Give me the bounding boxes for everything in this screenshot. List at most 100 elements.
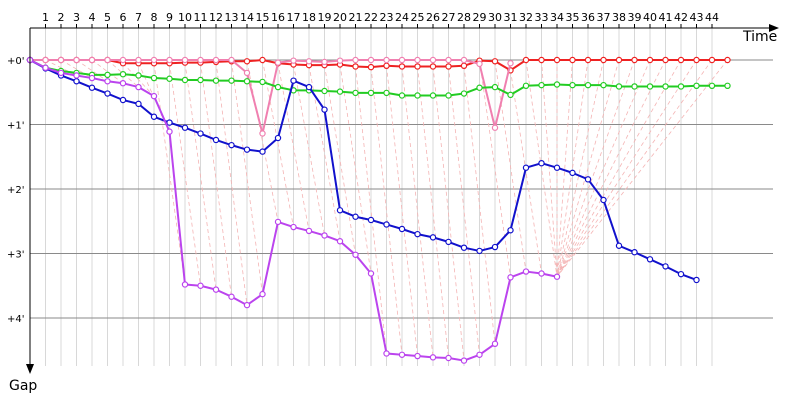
data-point <box>646 83 654 90</box>
data-point <box>631 249 638 256</box>
data-point <box>708 56 716 64</box>
data-point <box>600 56 607 64</box>
data-point <box>569 81 576 89</box>
data-point <box>662 83 669 90</box>
x-tick-label: 33 <box>535 11 549 24</box>
series-line <box>30 59 728 72</box>
data-point <box>274 59 282 66</box>
guide-line <box>541 59 558 277</box>
x-tick-label: 32 <box>519 11 533 24</box>
data-point <box>321 58 328 66</box>
data-point <box>166 56 173 64</box>
data-point <box>305 227 313 235</box>
guide-line <box>246 61 279 222</box>
data-point <box>662 263 669 270</box>
x-tick-label: 9 <box>166 11 173 24</box>
data-point <box>677 83 685 90</box>
data-point <box>166 75 173 82</box>
data-point <box>212 286 220 293</box>
y-tick-label: +4' <box>7 314 25 325</box>
data-point <box>553 81 561 88</box>
data-point <box>228 141 235 149</box>
data-point <box>290 77 297 84</box>
x-tick-label: 43 <box>690 11 704 24</box>
x-tick-label: 27 <box>442 11 456 24</box>
x-axis-title: Time <box>742 29 777 45</box>
data-point <box>290 57 297 64</box>
axes <box>26 24 779 374</box>
guide-line <box>122 62 155 97</box>
guide-line <box>448 66 480 355</box>
guide-line <box>556 59 713 277</box>
guide-line <box>510 70 542 274</box>
x-tick-label: 2 <box>58 11 65 24</box>
data-point <box>584 56 592 64</box>
data-point <box>42 56 49 64</box>
data-point <box>538 270 545 277</box>
data-point <box>460 56 468 64</box>
data-point <box>367 56 375 64</box>
data-point <box>383 56 390 64</box>
data-point <box>445 56 452 64</box>
guide-line <box>200 62 232 297</box>
data-point <box>181 76 189 84</box>
x-tick-label: 14 <box>240 11 254 24</box>
x-tick-label: 42 <box>674 11 688 24</box>
data-point <box>429 234 437 241</box>
x-tick-label: 1 <box>42 11 49 24</box>
data-point <box>491 83 499 91</box>
data-point <box>336 207 344 214</box>
data-point <box>600 196 607 204</box>
data-point <box>708 82 716 90</box>
data-point <box>615 56 623 64</box>
data-point <box>507 91 514 99</box>
data-point <box>305 83 313 91</box>
x-tick-label: 30 <box>488 11 502 24</box>
guide-line <box>355 66 387 354</box>
x-tick-label: 21 <box>349 11 363 24</box>
data-point <box>336 238 344 245</box>
data-point <box>383 221 390 228</box>
data-point <box>445 238 452 246</box>
guide-line <box>215 61 248 306</box>
x-tick-label: 10 <box>178 11 192 24</box>
data-point <box>398 63 406 70</box>
data-point <box>569 56 576 64</box>
data-point <box>615 242 623 249</box>
x-tick-label: 5 <box>104 11 111 24</box>
series-line <box>30 59 512 135</box>
data-point <box>414 92 421 99</box>
data-point <box>259 130 266 137</box>
data-point <box>212 77 220 84</box>
x-tick-label: 35 <box>566 11 580 24</box>
data-point <box>584 176 592 183</box>
data-point <box>367 89 375 97</box>
data-point <box>352 213 359 220</box>
guide-line <box>556 59 651 277</box>
data-point <box>631 56 638 64</box>
data-point <box>57 69 65 77</box>
data-point <box>73 78 80 85</box>
data-point <box>538 159 545 167</box>
data-point <box>181 56 189 64</box>
data-point <box>228 77 235 84</box>
x-tick-label: 13 <box>225 11 239 24</box>
data-point <box>398 92 406 99</box>
data-point <box>150 56 158 64</box>
data-point <box>274 218 282 226</box>
data-point <box>414 63 421 70</box>
data-point <box>429 56 437 64</box>
y-axis-title: Gap <box>9 378 37 394</box>
guide-line <box>76 59 108 82</box>
data-point <box>243 58 251 65</box>
data-point <box>228 293 235 300</box>
data-point <box>243 78 251 85</box>
data-point <box>336 57 344 64</box>
data-point <box>367 63 375 71</box>
data-point <box>181 281 189 288</box>
guide-line <box>479 60 511 278</box>
x-tick-label: 23 <box>380 11 394 24</box>
data-point <box>274 134 282 142</box>
data-point <box>538 81 545 89</box>
data-point <box>724 56 731 64</box>
